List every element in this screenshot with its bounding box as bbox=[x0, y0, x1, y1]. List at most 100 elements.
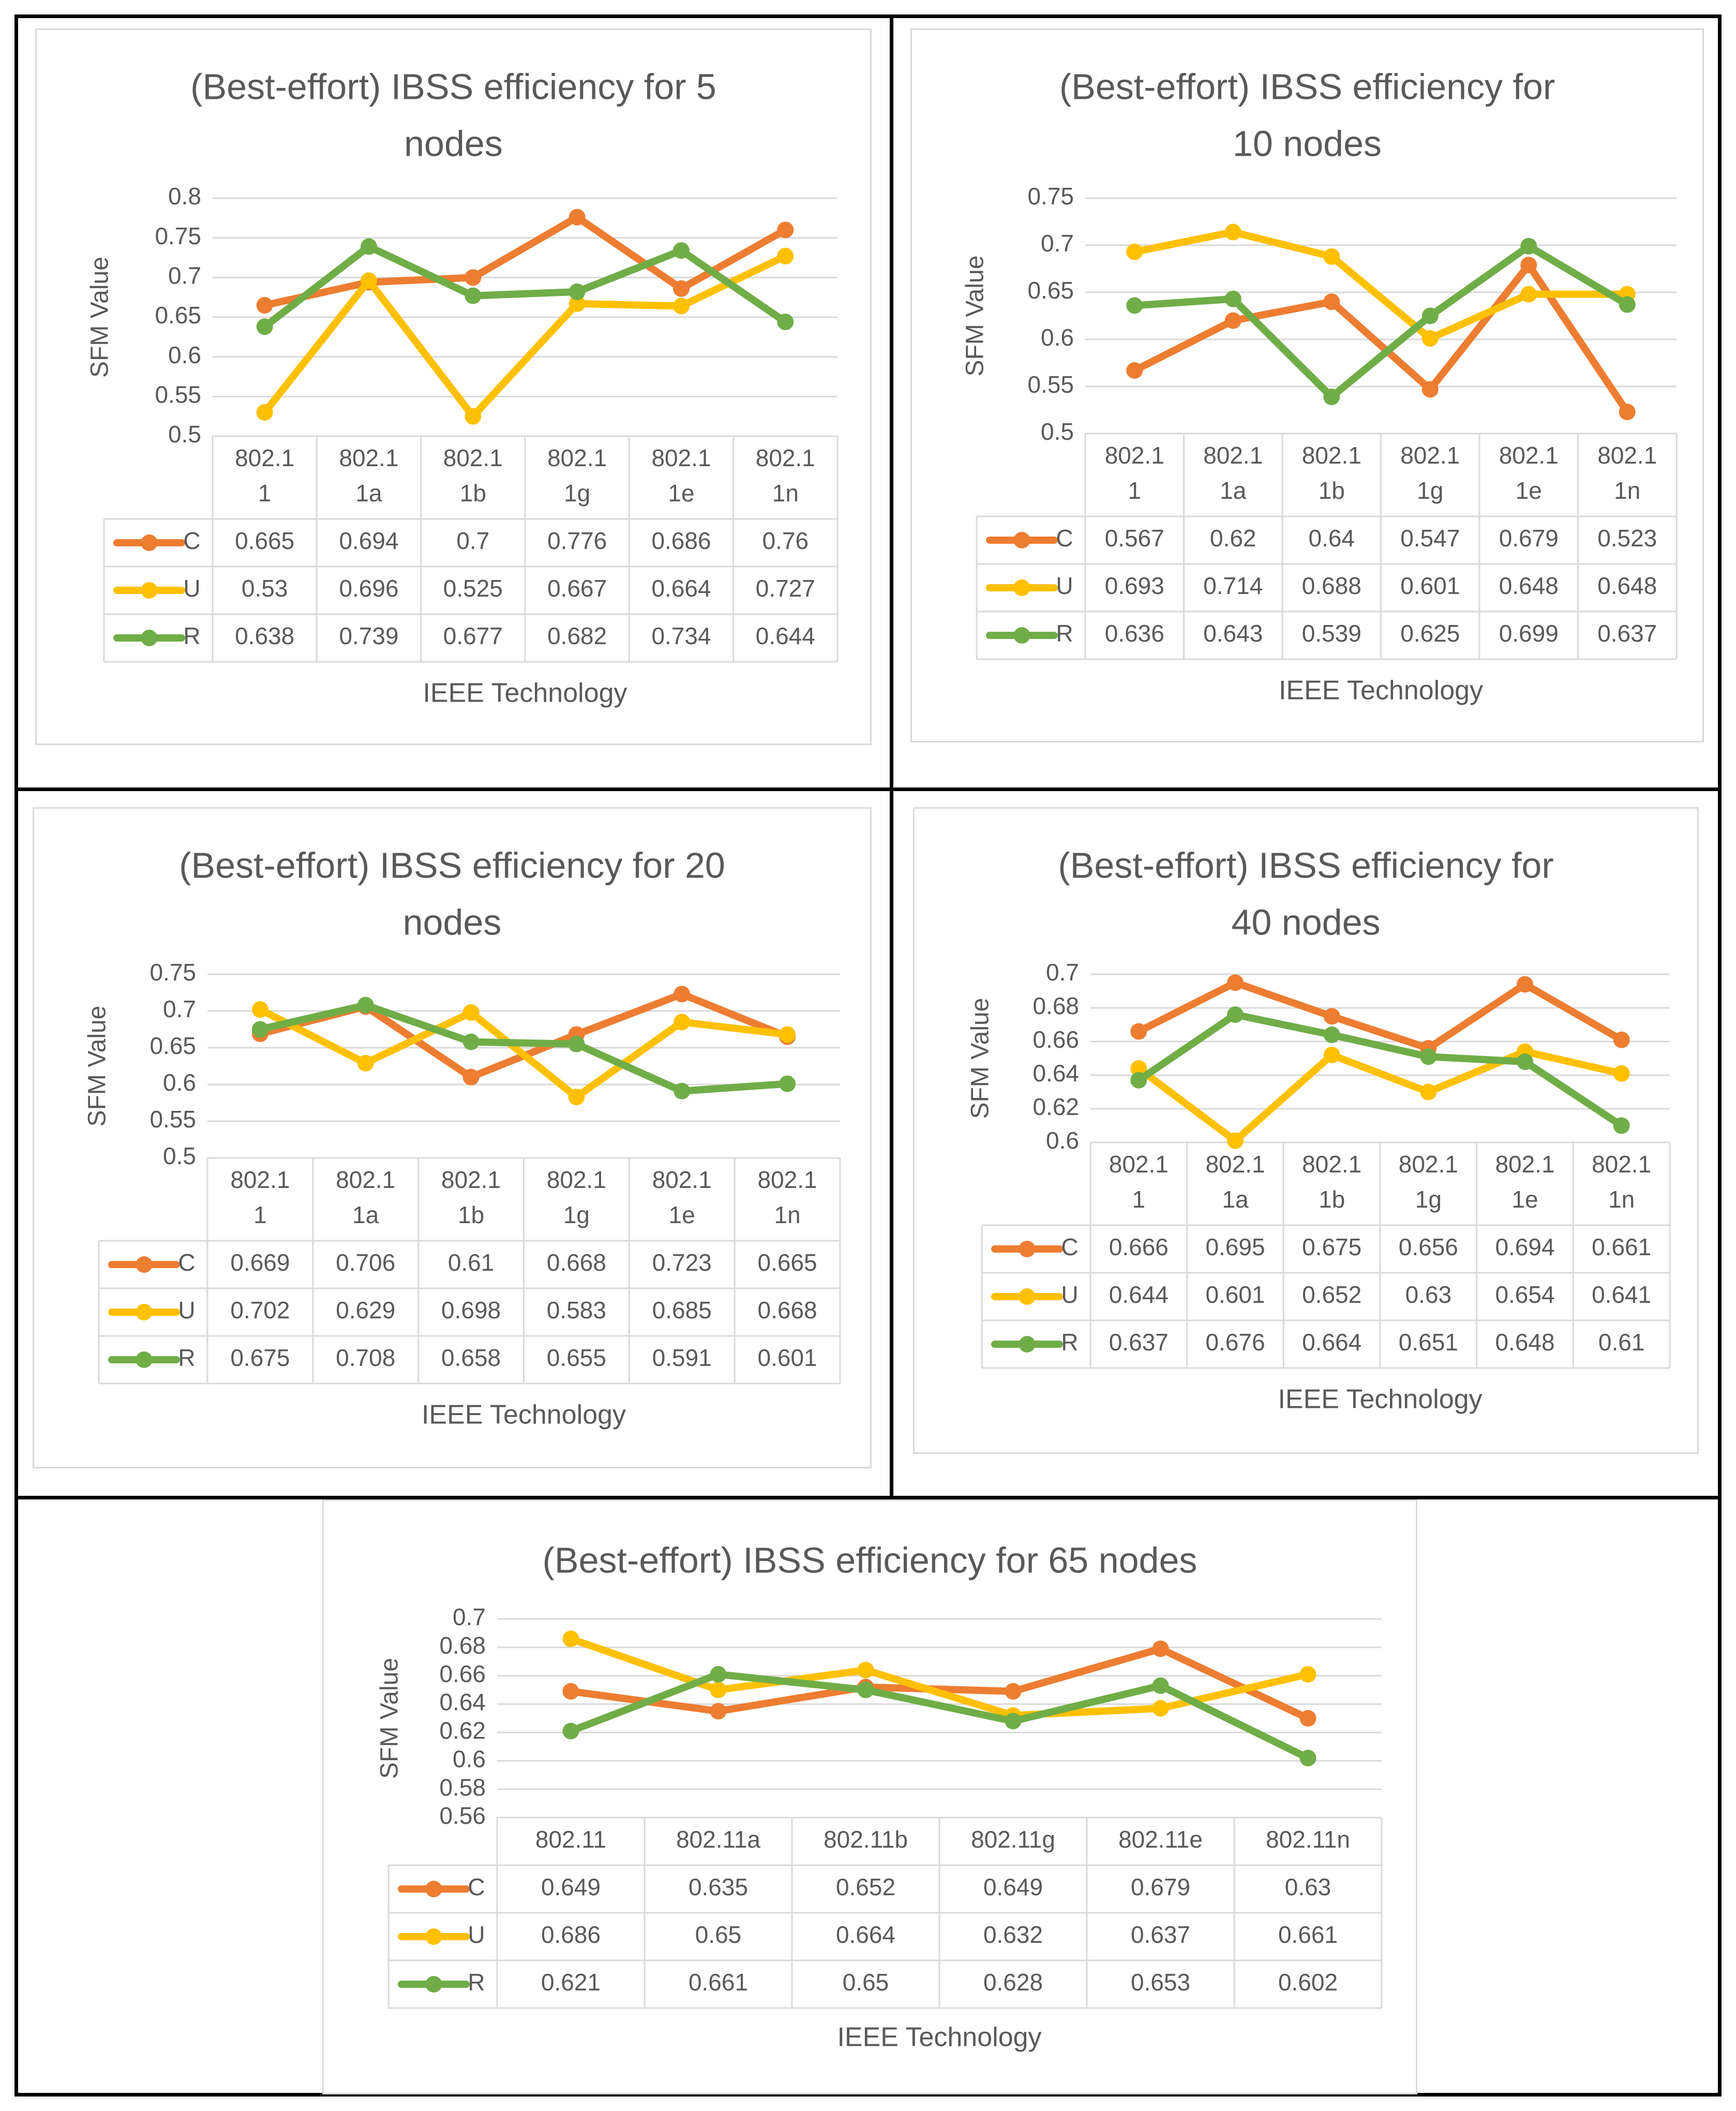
category-label: 1e bbox=[669, 1201, 695, 1228]
category-label: 802.11b bbox=[824, 1826, 908, 1853]
table-value: 0.601 bbox=[758, 1344, 817, 1371]
table-value: 0.694 bbox=[339, 527, 398, 554]
table-value: 0.53 bbox=[242, 575, 288, 602]
category-label: 1 bbox=[1128, 477, 1141, 504]
table-value: 0.655 bbox=[547, 1344, 606, 1371]
y-tick-label: 0.68 bbox=[439, 1632, 486, 1659]
table-value: 0.734 bbox=[651, 622, 711, 649]
data-point-R bbox=[1130, 1072, 1147, 1089]
data-point-R bbox=[779, 1075, 796, 1092]
table-value: 0.658 bbox=[441, 1344, 501, 1371]
data-point-C bbox=[1005, 1683, 1022, 1700]
chart-title: (Best-effort) IBSS efficiency for 65 nod… bbox=[543, 1540, 1198, 1580]
y-tick-label: 0.6 bbox=[168, 341, 201, 368]
data-point-U bbox=[1420, 1083, 1437, 1101]
series-line-U bbox=[261, 252, 789, 420]
legend-key-marker-C bbox=[136, 1256, 153, 1273]
table-value: 0.664 bbox=[836, 1921, 895, 1948]
y-tick-label: 0.64 bbox=[1032, 1060, 1079, 1087]
legend-entry: R bbox=[1056, 620, 1073, 647]
data-point-U bbox=[465, 408, 482, 425]
y-tick-label: 0.75 bbox=[149, 959, 196, 986]
y-tick-label: 0.65 bbox=[155, 302, 201, 329]
data-point-C bbox=[562, 1683, 579, 1700]
table-value: 0.708 bbox=[336, 1344, 395, 1371]
table-value: 0.61 bbox=[1598, 1329, 1645, 1356]
table-value: 0.628 bbox=[983, 1969, 1043, 1996]
table-value: 0.62 bbox=[1210, 525, 1256, 552]
data-point-C bbox=[674, 986, 691, 1003]
table-value: 0.654 bbox=[1495, 1281, 1554, 1308]
data-point-U bbox=[1323, 1047, 1340, 1063]
data-point-R bbox=[1613, 1117, 1630, 1134]
table-value: 0.602 bbox=[1278, 1969, 1338, 1996]
table-value: 0.636 bbox=[1105, 620, 1164, 647]
data-point-U bbox=[857, 1661, 874, 1678]
legend-entry: C bbox=[183, 527, 200, 554]
chart-5-nodes: (Best-effort) IBSS efficiency for 5 nodes… bbox=[35, 28, 872, 745]
table-value: 0.567 bbox=[1105, 525, 1164, 552]
data-point-R bbox=[568, 1035, 585, 1052]
y-tick-label: 0.7 bbox=[453, 1603, 486, 1630]
y-tick-label: 0.75 bbox=[1027, 183, 1074, 210]
category-label: 802.1 bbox=[547, 1166, 606, 1193]
table-value: 0.686 bbox=[651, 527, 711, 554]
series-line-C bbox=[1135, 979, 1625, 1052]
data-point-R bbox=[1520, 237, 1537, 255]
data-point-R bbox=[1323, 389, 1340, 406]
category-label: 802.11 bbox=[535, 1826, 606, 1853]
legend-entry: R bbox=[178, 1344, 195, 1371]
table-value: 0.525 bbox=[443, 575, 503, 602]
table-value: 0.696 bbox=[339, 575, 398, 602]
table-value: 0.679 bbox=[1131, 1874, 1190, 1900]
table-value: 0.668 bbox=[758, 1297, 817, 1324]
category-label: 802.1 bbox=[547, 444, 607, 471]
data-point-U bbox=[1421, 330, 1439, 347]
data-point-R bbox=[1619, 296, 1636, 313]
table-value: 0.591 bbox=[652, 1344, 712, 1371]
chart-svg: (Best-effort) IBSS efficiency for 10 node… bbox=[962, 66, 1678, 706]
table-value: 0.583 bbox=[547, 1297, 606, 1324]
category-label: 802.1 bbox=[1105, 442, 1164, 469]
y-tick-label: 0.75 bbox=[155, 222, 201, 249]
legend-key-marker-U bbox=[1019, 1288, 1036, 1305]
table-value: 0.637 bbox=[1597, 620, 1657, 647]
data-point-C bbox=[1421, 381, 1439, 398]
y-tick-label: 0.6 bbox=[1041, 324, 1074, 351]
category-label: 802.1 bbox=[1400, 442, 1460, 469]
legend-entry: U bbox=[1061, 1281, 1078, 1308]
y-axis-label: SFM Value bbox=[967, 998, 994, 1119]
category-label: 802.1 bbox=[1495, 1151, 1554, 1178]
table-value: 0.694 bbox=[1495, 1233, 1554, 1260]
table-value: 0.63 bbox=[1405, 1281, 1452, 1308]
x-axis-label: IEEE Technology bbox=[423, 678, 627, 708]
x-axis-label: IEEE Technology bbox=[1278, 1385, 1482, 1415]
series-line-C bbox=[256, 990, 791, 1081]
data-point-R bbox=[256, 318, 273, 335]
legend-key-marker-R bbox=[1013, 627, 1030, 644]
data-point-C bbox=[1130, 1023, 1147, 1040]
table-value: 0.625 bbox=[1400, 620, 1460, 647]
table-value: 0.61 bbox=[448, 1249, 495, 1276]
category-label: 1 bbox=[253, 1201, 267, 1228]
y-tick-label: 0.65 bbox=[1027, 277, 1074, 304]
table-value: 0.664 bbox=[1302, 1329, 1361, 1356]
y-tick-label: 0.6 bbox=[1046, 1127, 1079, 1154]
table-value: 0.523 bbox=[1597, 525, 1657, 552]
y-tick-label: 0.62 bbox=[439, 1717, 486, 1744]
data-point-R bbox=[710, 1666, 727, 1683]
table-value: 0.76 bbox=[762, 527, 809, 554]
data-point-R bbox=[1227, 1006, 1244, 1023]
vertical-divider bbox=[890, 14, 893, 1499]
series-line-C bbox=[261, 213, 789, 309]
data-point-U bbox=[1613, 1065, 1630, 1082]
data-point-R bbox=[1517, 1053, 1533, 1070]
table-value: 0.676 bbox=[1205, 1329, 1265, 1356]
data-point-U bbox=[1227, 1132, 1244, 1149]
category-label: 1a bbox=[1222, 1186, 1249, 1213]
category-label: 1g bbox=[563, 1201, 590, 1228]
chart-title: nodes bbox=[403, 902, 502, 942]
chart-10-nodes: (Best-effort) IBSS efficiency for 10 node… bbox=[910, 28, 1704, 742]
table-value: 0.637 bbox=[1131, 1921, 1190, 1948]
data-point-C bbox=[1323, 1008, 1340, 1025]
